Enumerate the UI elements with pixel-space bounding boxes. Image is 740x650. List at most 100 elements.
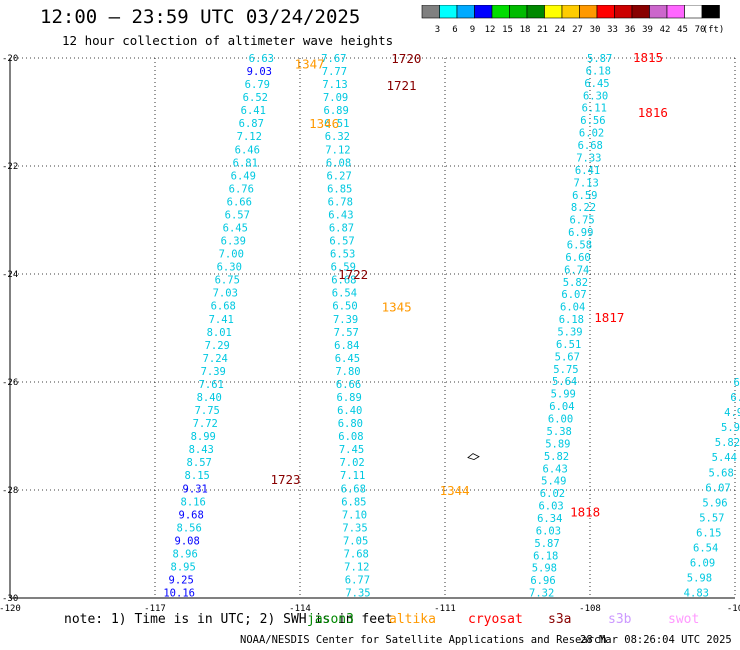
colorbar-label: 15: [502, 25, 513, 35]
footer-note: note: 1) Time is in UTC; 2) SWH is in fe…: [64, 612, 393, 627]
wave-height-value: 6.41: [575, 165, 600, 177]
wave-height-value: 5.87: [534, 538, 559, 550]
wave-height-value: 6.08: [338, 431, 363, 443]
x-tick-label: -120: [0, 604, 21, 612]
wave-height-value: 6.89: [324, 105, 349, 117]
wave-height-value: 6.66: [336, 379, 361, 391]
wave-height-value: 6.18: [533, 550, 558, 562]
wave-height-value: 6.66: [227, 196, 252, 208]
wave-height-value: 6.59: [572, 190, 597, 202]
colorbar-swatch: [701, 5, 720, 19]
wave-height-value: 8.15: [185, 470, 210, 482]
y-tick-label: -20: [2, 54, 18, 64]
wave-height-value: 6.04: [560, 302, 585, 314]
wave-height-value: 7.13: [574, 177, 599, 189]
wave-height-value: 7.03: [213, 288, 238, 300]
wave-height-value: 6.46: [235, 144, 260, 156]
wave-height-value: 6.09: [690, 558, 715, 570]
satellite-legend-altika: altika: [389, 612, 436, 627]
colorbar-label: 21: [537, 25, 548, 35]
wave-height-value: 6.96: [530, 575, 555, 587]
pass-time-label: 1815: [633, 50, 663, 65]
wave-height-value: 6.49: [231, 170, 256, 182]
wave-height-value: 6.50: [332, 301, 357, 313]
wave-height-value: 8.57: [187, 457, 212, 469]
wave-height-value: 5.82: [715, 437, 740, 449]
wave-height-value: 6.77: [345, 575, 370, 587]
wave-height-value: 5.82: [544, 451, 569, 463]
colorbar-label: 33: [607, 25, 618, 35]
wave-height-value: 6.58: [567, 239, 592, 251]
chart-title: 12:00 — 23:59 UTC 03/24/2025: [40, 6, 361, 28]
colorbar-label: 39: [642, 25, 653, 35]
wave-height-value: 7.12: [344, 562, 369, 574]
y-tick-label: -30: [2, 594, 18, 604]
wave-height-value: 6.34: [537, 513, 562, 525]
wave-height-value: 6.54: [693, 542, 718, 554]
wave-height-value: 6.: [734, 377, 740, 389]
wave-height-value: 5.9: [721, 422, 740, 434]
wave-height-value: 7.35: [345, 588, 370, 600]
wave-height-value: 8.56: [177, 522, 202, 534]
wave-height-value: 7.00: [219, 249, 244, 261]
island-outline: [467, 453, 480, 461]
wave-height-value: 8.01: [207, 327, 232, 339]
wave-height-value: 6.03: [538, 501, 563, 513]
wave-height-value: 6.85: [327, 183, 352, 195]
wave-height-value: 7.05: [343, 535, 368, 547]
wave-height-value: 8.95: [171, 562, 196, 574]
x-tick-label: -114: [289, 604, 311, 612]
wave-height-value: 5.49: [541, 476, 566, 488]
wave-height-value: 6.04: [549, 401, 574, 413]
wave-height-value: 6.11: [582, 103, 607, 115]
wave-height-value: 6.27: [326, 170, 351, 182]
wave-height-value: 6.89: [337, 392, 362, 404]
wave-height-plot: -20 -22 -24 -26 -28 -30-120 -117 -114 -111 -108 -1…: [0, 50, 740, 612]
wave-height-value: 7.02: [339, 457, 364, 469]
wave-height-value: 6.15: [696, 527, 721, 539]
pass-time-label: 1345: [382, 299, 412, 314]
wave-height-value: 7.24: [203, 353, 228, 365]
footer-credit: NOAA/NESDIS Center for Satellite Applica…: [240, 634, 607, 646]
wave-height-value: 10.16: [163, 588, 195, 600]
wave-height-value: 6.68: [578, 140, 603, 152]
wave-height-value: 6.81: [233, 157, 258, 169]
wave-height-value: 5.38: [547, 426, 572, 438]
wave-height-value: 6.07: [705, 482, 730, 494]
x-tick-label: -108: [579, 604, 601, 612]
wave-height-value: 7.45: [339, 444, 364, 456]
wave-height-value: 6.02: [579, 128, 604, 140]
wave-height-value: 5.75: [553, 364, 578, 376]
wave-height-value: 6.43: [328, 209, 353, 221]
wave-height-value: 8.40: [197, 392, 222, 404]
pass-time-label: 1346: [309, 116, 339, 131]
wave-height-value: 6.45: [223, 223, 248, 235]
wave-height-value: 6.68: [341, 483, 366, 495]
wave-height-value: 6.56: [580, 115, 605, 127]
wave-height-value: 9.03: [247, 66, 272, 78]
wave-height-value: 9.08: [175, 535, 200, 547]
wave-height-value: 7.32: [529, 588, 554, 600]
wave-height-value: 6.30: [583, 90, 608, 102]
wave-height-value: 7.41: [209, 314, 234, 326]
wave-height-value: 7.67: [321, 53, 346, 65]
colorbar-label: 9: [470, 25, 475, 35]
y-tick-label: -22: [2, 162, 18, 172]
wave-height-value: 5.68: [709, 467, 734, 479]
wave-height-value: 8.43: [189, 444, 214, 456]
wave-height-value: 9.68: [179, 509, 204, 521]
wave-height-value: 5.82: [563, 277, 588, 289]
wave-height-value: 6.78: [328, 196, 353, 208]
wave-height-value: 9.25: [169, 575, 194, 587]
colorbar-unit: (ft): [703, 25, 725, 35]
wave-height-value: 5.64: [552, 376, 577, 388]
satellite-legend-cryosat: cryosat: [468, 612, 523, 627]
wave-height-value: 7.13: [322, 79, 347, 91]
wave-height-value: 7.57: [334, 327, 359, 339]
pass-time-label: 1344: [440, 483, 470, 498]
colorbar-label: 70: [695, 25, 706, 35]
wave-height-value: 4.9: [724, 407, 740, 419]
wave-height-value: 5.89: [545, 438, 570, 450]
wave-height-value: 9.31: [183, 483, 208, 495]
wave-height-value: 6.79: [245, 79, 270, 91]
